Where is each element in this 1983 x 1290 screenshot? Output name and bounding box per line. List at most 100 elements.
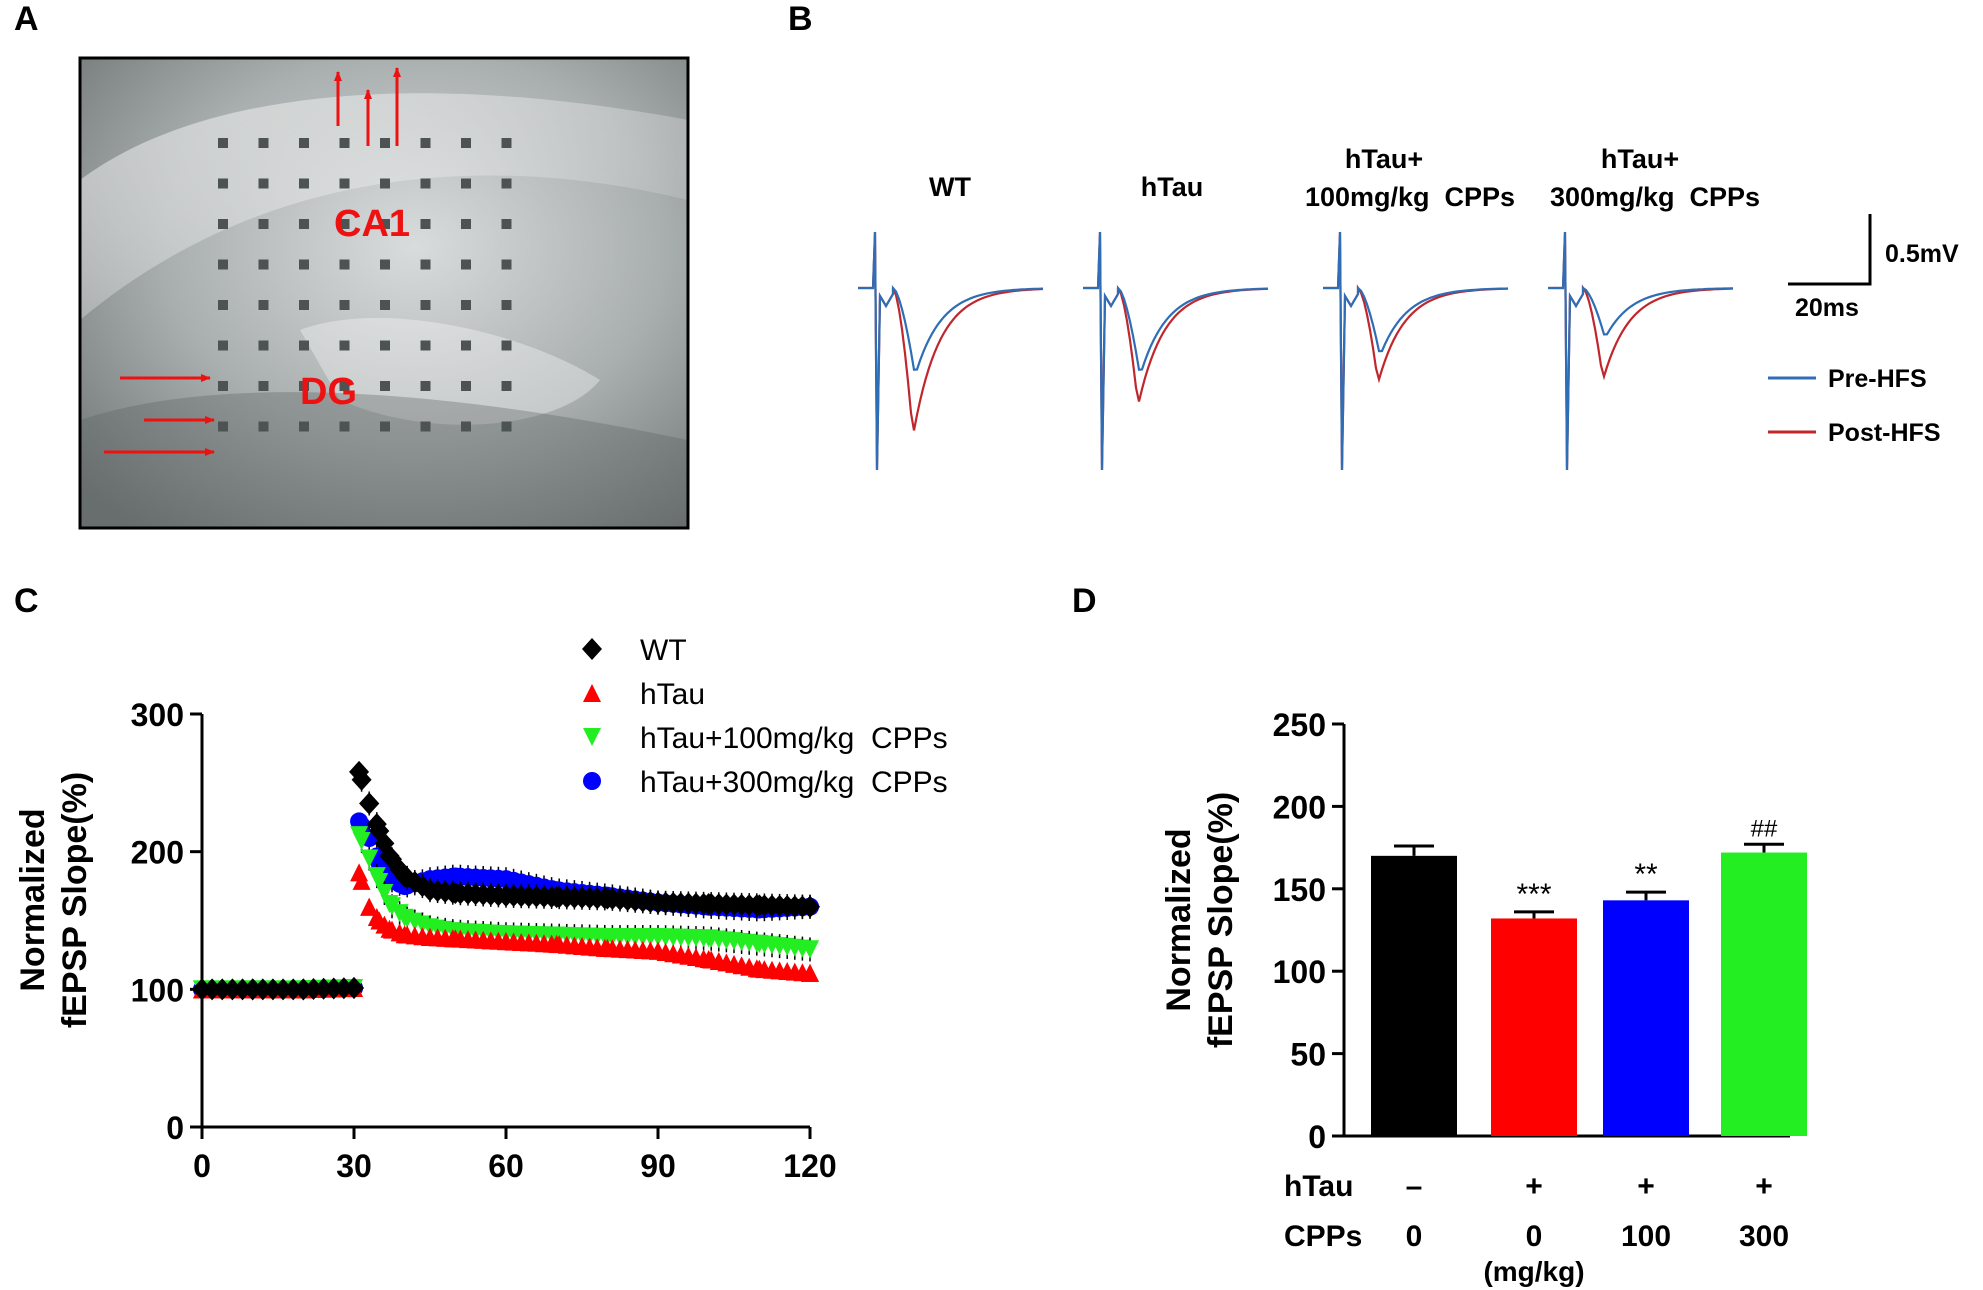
c-data-point xyxy=(699,929,718,948)
electrode xyxy=(258,381,269,391)
electrode xyxy=(501,300,512,310)
scale-bar xyxy=(1788,214,1872,286)
c-data-point xyxy=(496,884,516,907)
electrode xyxy=(299,138,309,148)
legend-label-pre: Pre-HFS xyxy=(1828,365,1927,393)
chart-c-ylabel-line1: Normalized xyxy=(14,808,52,991)
c-legend-label: hTau xyxy=(640,678,705,711)
c-data-point xyxy=(350,863,369,882)
electrode xyxy=(218,421,228,432)
electrode xyxy=(461,178,471,189)
c-y-tick-label: 0 xyxy=(166,1110,184,1146)
electrode xyxy=(420,219,431,229)
chart-d-ylabel-line1: Normalized xyxy=(1160,828,1198,1011)
electrode xyxy=(380,340,390,351)
c-data-point xyxy=(380,919,399,938)
electrode xyxy=(218,178,228,189)
panel-label-b: B xyxy=(788,0,813,38)
chart-d: 0 50 100 150 200 250 – 0 *** +0 ** +100 ## +300 hTau CP… xyxy=(1273,707,1807,1287)
d-row-label-cpps: CPPs xyxy=(1284,1220,1362,1253)
d-cpps-value: 0 xyxy=(1526,1220,1543,1253)
d-significance: ## xyxy=(1751,815,1778,842)
trace-pre-hfs xyxy=(1323,231,1509,471)
c-data-point xyxy=(546,886,567,909)
trace-post-hfs xyxy=(1548,231,1734,471)
c-x-tick-label: 60 xyxy=(488,1148,524,1184)
c-data-point xyxy=(598,939,617,958)
c-data-point xyxy=(800,895,820,918)
electrode xyxy=(420,300,431,310)
trace-pre-hfs xyxy=(858,231,1044,471)
d-unit-note: (mg/kg) xyxy=(1483,1256,1584,1287)
c-data-point xyxy=(801,963,819,982)
c-data-point xyxy=(359,792,380,815)
c-x-tick-label: 30 xyxy=(336,1148,372,1184)
electrode xyxy=(461,300,471,310)
c-data-point xyxy=(350,812,369,831)
electrode xyxy=(461,138,471,148)
electrode xyxy=(299,340,309,351)
electrode xyxy=(420,138,431,148)
c-data-point xyxy=(497,870,515,889)
c-data-point xyxy=(395,908,414,927)
d-htau-value: + xyxy=(1755,1170,1773,1203)
chart-c: 0 100 200 300 0 30 60 90 120 WT hTau hTau+100mg/kg … xyxy=(131,634,948,1184)
c-data-point xyxy=(350,826,369,845)
electrode xyxy=(461,381,471,391)
electrode xyxy=(339,259,350,270)
electrode xyxy=(461,340,471,351)
region-label-dg: DG xyxy=(300,371,357,413)
c-data-point xyxy=(445,881,466,904)
electrode xyxy=(501,259,512,270)
c-data-point xyxy=(649,928,667,947)
c-data-point xyxy=(293,978,314,1001)
electrode xyxy=(420,340,431,351)
electrode xyxy=(501,138,512,148)
c-data-point xyxy=(649,941,667,960)
chart-d-ylabel-line2: fEPSP Slope(%) xyxy=(1202,792,1240,1048)
electrode xyxy=(380,138,390,148)
electrode xyxy=(380,381,390,391)
c-data-point xyxy=(380,894,399,913)
electrode xyxy=(299,219,309,229)
d-y-tick-label: 250 xyxy=(1273,707,1326,743)
electrode-grid xyxy=(218,138,512,432)
c-data-point xyxy=(379,844,400,867)
electrode xyxy=(299,259,309,270)
d-significance: ** xyxy=(1634,858,1658,891)
d-bar xyxy=(1491,918,1577,1136)
trace-post-hfs xyxy=(1083,231,1269,471)
c-data-point xyxy=(420,879,440,902)
panel-label-a: A xyxy=(14,0,39,38)
electrode xyxy=(501,178,512,189)
electrode xyxy=(218,138,228,148)
electrode xyxy=(299,178,309,189)
c-legend-marker xyxy=(583,684,601,702)
electrode xyxy=(461,219,471,229)
c-data-point xyxy=(648,891,668,914)
electrode xyxy=(218,300,228,310)
c-data-point xyxy=(394,865,415,888)
electrode xyxy=(299,421,309,432)
c-data-point xyxy=(598,928,617,947)
c-legend-label: hTau+100mg/kg CPPs xyxy=(640,722,948,755)
c-data-point xyxy=(497,932,515,951)
c-point xyxy=(212,978,233,1001)
group-title-wt: WT xyxy=(929,172,971,202)
c-legend-marker xyxy=(582,638,602,660)
c-data-point xyxy=(344,976,364,999)
d-row-label-htau: hTau xyxy=(1284,1170,1353,1203)
electrode xyxy=(218,219,228,229)
d-significance: *** xyxy=(1516,878,1551,911)
d-bar xyxy=(1721,852,1807,1136)
group-title-100-line1: hTau+ xyxy=(1345,144,1423,174)
c-data-point xyxy=(421,918,439,937)
electrode xyxy=(501,219,512,229)
electrode xyxy=(339,219,350,229)
c-point xyxy=(273,978,294,1001)
c-x-tick-label: 120 xyxy=(783,1148,836,1184)
electrode xyxy=(380,219,390,229)
group-title-300-line2: 300mg/kg CPPs xyxy=(1550,182,1760,212)
c-data-point xyxy=(370,872,389,891)
